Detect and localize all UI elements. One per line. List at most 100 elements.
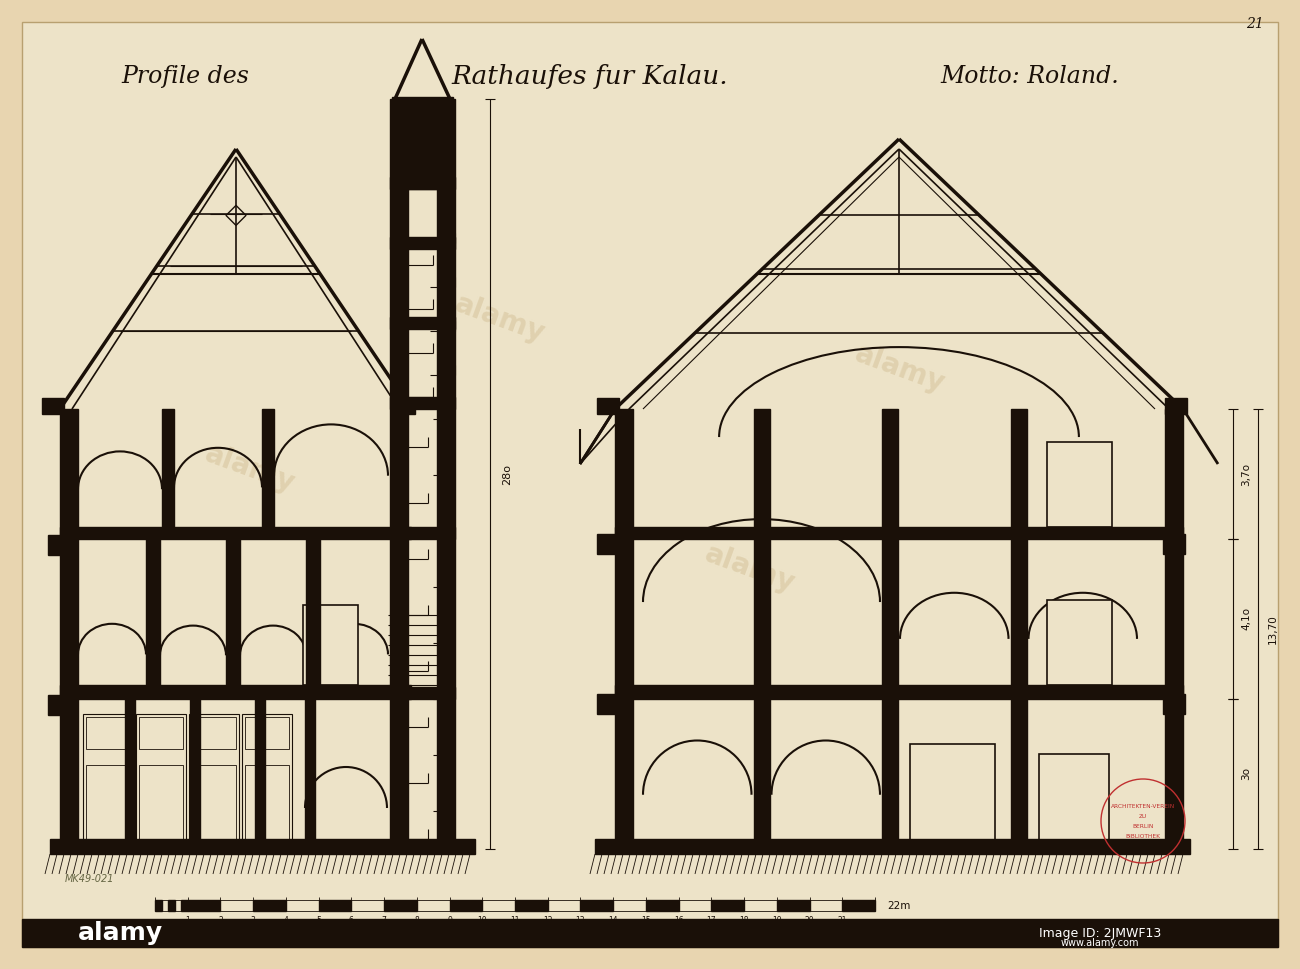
Text: ARCHITEKTEN-VEREIN: ARCHITEKTEN-VEREIN: [1112, 804, 1175, 809]
Bar: [597, 534, 619, 554]
Text: Motto: Roland.: Motto: Roland.: [941, 65, 1119, 87]
Bar: [188, 714, 239, 844]
Bar: [42, 398, 64, 414]
Bar: [351, 900, 383, 911]
Text: 15: 15: [641, 916, 651, 925]
Bar: [390, 237, 455, 249]
Text: Profile des: Profile des: [121, 65, 248, 87]
Text: 13: 13: [576, 916, 585, 925]
Text: Image ID: 2JMWF13: Image ID: 2JMWF13: [1039, 926, 1161, 940]
Text: alamy: alamy: [78, 921, 162, 945]
Bar: [48, 695, 62, 715]
Bar: [881, 409, 898, 849]
Bar: [390, 317, 455, 329]
Text: BERLIN: BERLIN: [1132, 825, 1153, 829]
Bar: [777, 900, 810, 911]
Text: 21: 21: [1247, 17, 1264, 31]
Bar: [162, 409, 174, 527]
Bar: [86, 765, 130, 839]
Bar: [390, 687, 455, 699]
Bar: [155, 900, 161, 911]
Bar: [679, 900, 711, 911]
Text: 20: 20: [805, 916, 814, 925]
Bar: [437, 99, 455, 849]
Bar: [547, 900, 581, 911]
Bar: [221, 900, 254, 911]
Bar: [318, 900, 351, 911]
Bar: [1046, 600, 1112, 685]
Bar: [244, 765, 289, 839]
Bar: [286, 900, 318, 911]
Bar: [187, 900, 221, 911]
Bar: [86, 717, 130, 749]
Bar: [390, 397, 455, 409]
Text: BIBLIOTHEK: BIBLIOTHEK: [1126, 834, 1161, 839]
Bar: [391, 405, 407, 421]
Bar: [49, 839, 474, 854]
Text: MK49-021: MK49-021: [65, 874, 114, 884]
Text: 1: 1: [186, 916, 190, 925]
Bar: [597, 694, 619, 714]
Bar: [146, 539, 160, 685]
Text: 11: 11: [510, 916, 520, 925]
Bar: [384, 900, 417, 911]
Bar: [306, 699, 315, 849]
Bar: [515, 900, 547, 911]
Bar: [139, 765, 183, 839]
Bar: [744, 900, 777, 911]
Bar: [842, 900, 875, 911]
Bar: [393, 149, 452, 189]
Text: alamy: alamy: [701, 540, 800, 598]
Text: Rathaufes fur Kalau.: Rathaufes fur Kalau.: [451, 64, 728, 88]
Text: ZU: ZU: [1139, 815, 1147, 820]
Bar: [139, 717, 183, 749]
Text: 5: 5: [316, 916, 321, 925]
Bar: [48, 535, 62, 555]
Text: 4: 4: [283, 916, 289, 925]
Text: www.alamy.com: www.alamy.com: [1061, 938, 1139, 948]
Text: alamy: alamy: [202, 440, 299, 498]
Bar: [646, 900, 679, 911]
Bar: [60, 685, 411, 699]
Bar: [303, 605, 358, 685]
Text: alamy: alamy: [852, 340, 949, 398]
Text: 28o: 28o: [502, 463, 512, 484]
Text: 2: 2: [218, 916, 222, 925]
Bar: [192, 765, 237, 839]
Bar: [83, 714, 133, 844]
Text: 3,7o: 3,7o: [1242, 462, 1251, 485]
Text: alamy: alamy: [451, 290, 549, 348]
Bar: [161, 900, 168, 911]
Text: 18: 18: [740, 916, 749, 925]
Bar: [174, 900, 181, 911]
Bar: [615, 409, 633, 849]
Bar: [393, 97, 452, 103]
Bar: [417, 900, 450, 911]
Bar: [1165, 409, 1183, 849]
Text: 14: 14: [608, 916, 618, 925]
Bar: [60, 527, 411, 539]
Bar: [614, 900, 646, 911]
Bar: [254, 900, 286, 911]
Bar: [1046, 442, 1112, 527]
Bar: [242, 714, 292, 844]
Bar: [190, 699, 200, 849]
Bar: [263, 409, 274, 527]
Text: 16: 16: [673, 916, 684, 925]
Bar: [391, 535, 407, 551]
Bar: [390, 527, 455, 539]
Bar: [615, 527, 1183, 539]
Text: 13,70: 13,70: [1268, 614, 1278, 643]
Bar: [391, 695, 407, 711]
Bar: [810, 900, 842, 911]
Bar: [390, 99, 408, 849]
Bar: [255, 699, 265, 849]
Bar: [1165, 398, 1187, 414]
Bar: [711, 900, 744, 911]
Bar: [393, 398, 415, 414]
Bar: [400, 154, 445, 184]
Text: 8: 8: [415, 916, 419, 925]
Text: 19: 19: [772, 916, 781, 925]
Text: 9: 9: [447, 916, 452, 925]
Text: 17: 17: [707, 916, 716, 925]
